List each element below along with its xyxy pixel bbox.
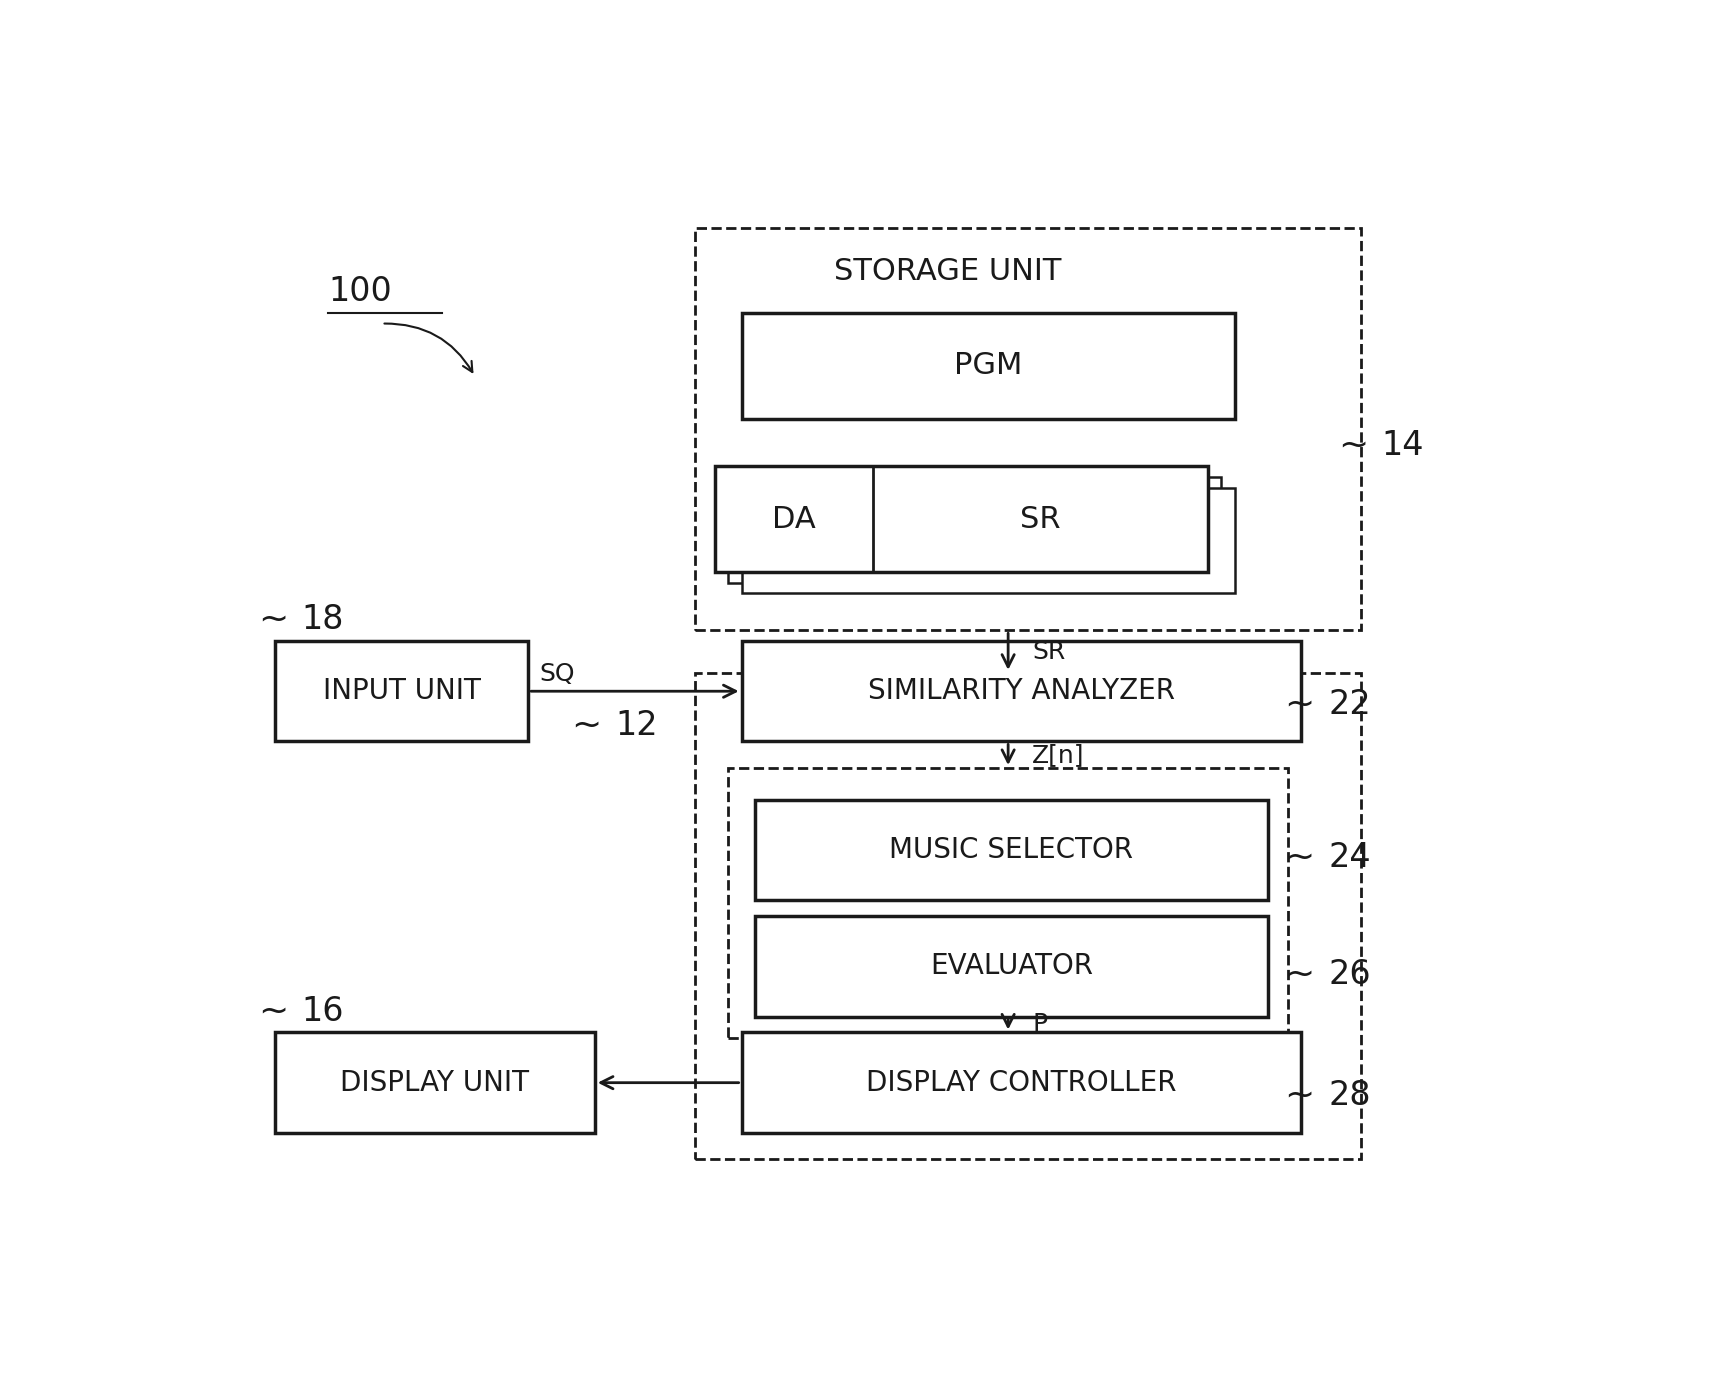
Text: MUSIC SELECTOR: MUSIC SELECTOR (889, 835, 1133, 864)
Bar (741, 313, 1235, 419)
Bar (741, 488, 1235, 594)
Text: INPUT UNIT: INPUT UNIT (323, 677, 480, 705)
Bar (755, 800, 1268, 900)
Text: 100: 100 (329, 275, 392, 308)
Text: ~: ~ (1285, 958, 1314, 991)
Text: 12: 12 (616, 709, 657, 742)
Bar (716, 466, 1207, 572)
Text: ~: ~ (1285, 841, 1314, 875)
Text: SR: SR (1032, 639, 1065, 664)
Bar (741, 640, 1302, 742)
Text: 26: 26 (1328, 958, 1371, 991)
Text: DISPLAY UNIT: DISPLAY UNIT (341, 1069, 530, 1096)
Bar (695, 673, 1362, 1160)
Text: DISPLAY CONTROLLER: DISPLAY CONTROLLER (867, 1069, 1176, 1096)
Text: 16: 16 (301, 995, 344, 1028)
Text: 28: 28 (1328, 1080, 1371, 1113)
Bar (728, 477, 1221, 583)
Text: 22: 22 (1328, 688, 1371, 721)
Text: P: P (1032, 1013, 1047, 1036)
Text: 24: 24 (1328, 841, 1371, 874)
Bar (695, 228, 1362, 631)
Text: EVALUATOR: EVALUATOR (931, 952, 1092, 980)
Bar (728, 768, 1288, 1037)
Bar (275, 640, 528, 742)
Text: DA: DA (772, 504, 815, 534)
Text: SIMILARITY ANALYZER: SIMILARITY ANALYZER (869, 677, 1175, 705)
Text: SR: SR (1020, 504, 1061, 534)
Text: ~: ~ (1338, 429, 1367, 462)
Text: 14: 14 (1381, 429, 1424, 462)
Text: ~: ~ (258, 603, 289, 636)
Bar (275, 1032, 595, 1134)
Text: 18: 18 (301, 603, 344, 636)
Text: ~: ~ (571, 709, 602, 742)
Text: ~: ~ (1285, 687, 1314, 721)
Text: PGM: PGM (955, 352, 1022, 381)
Bar (741, 1032, 1302, 1134)
Bar (755, 916, 1268, 1017)
Text: SQ: SQ (538, 662, 574, 686)
Text: ~: ~ (1285, 1079, 1314, 1113)
Text: ~: ~ (258, 995, 289, 1028)
Text: Z[n]: Z[n] (1032, 743, 1085, 767)
Text: STORAGE UNIT: STORAGE UNIT (834, 257, 1061, 286)
